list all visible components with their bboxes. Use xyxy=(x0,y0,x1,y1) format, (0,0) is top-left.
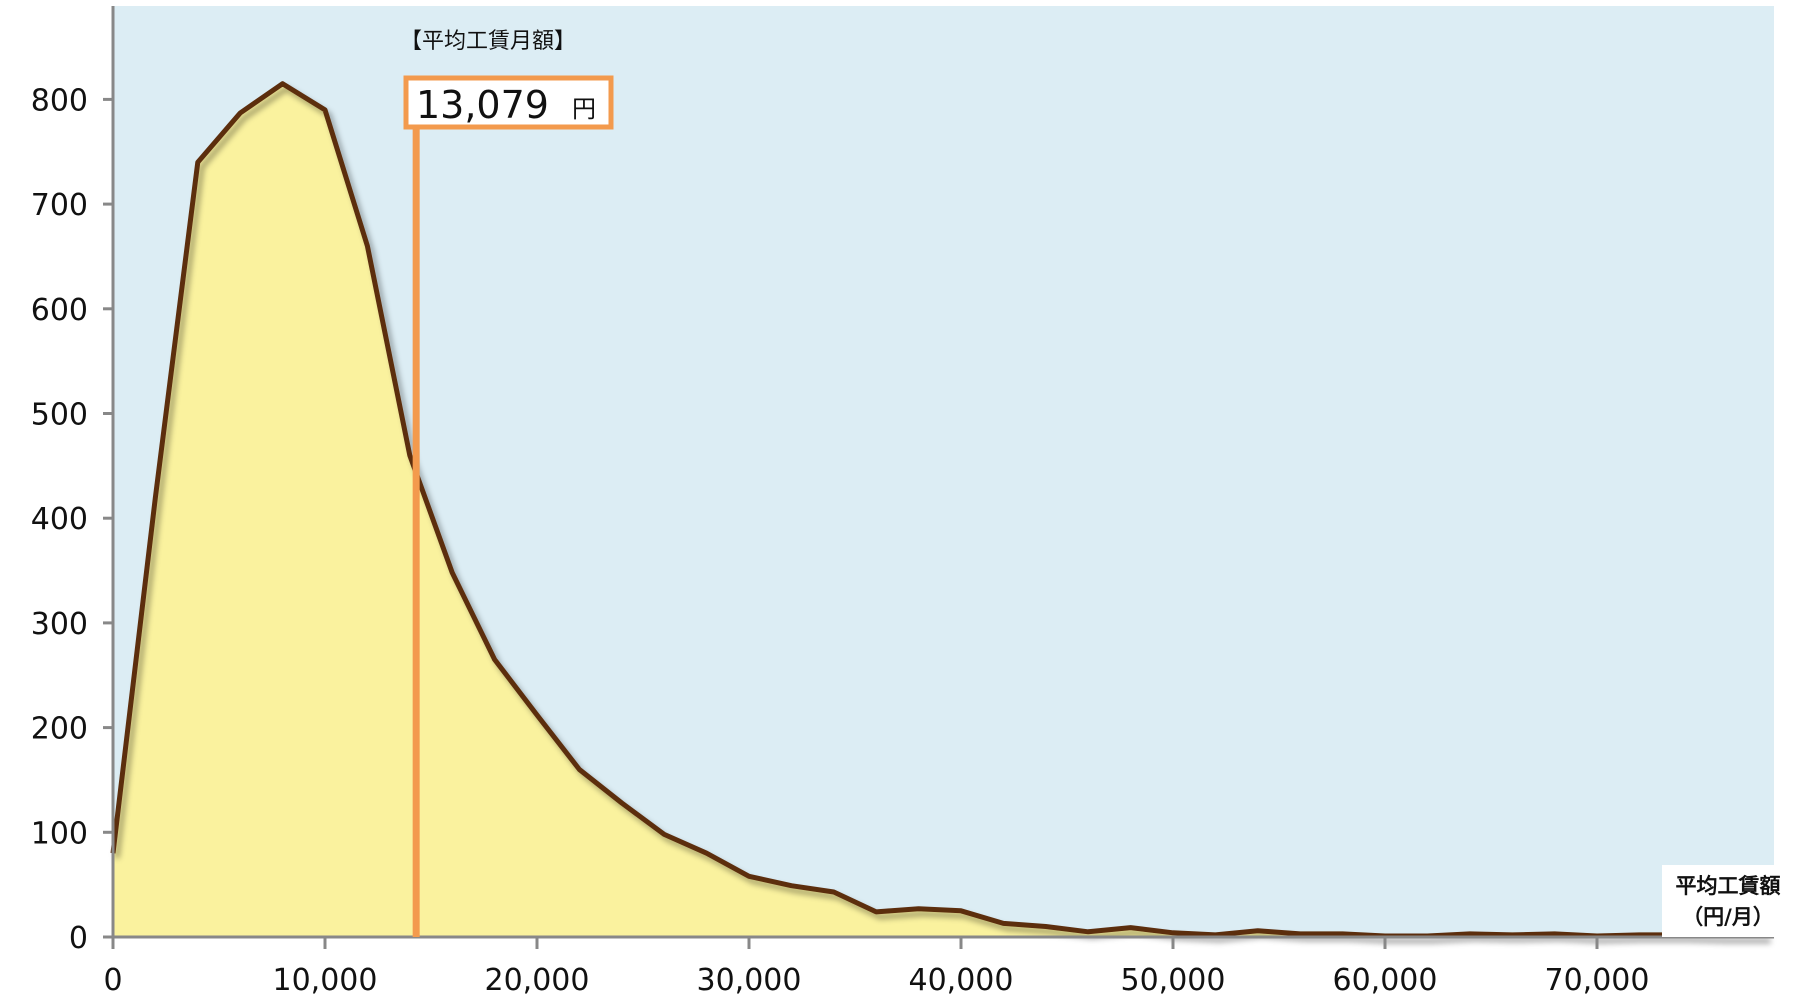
x-tick-label: 30,000 xyxy=(697,963,802,994)
average-value-box xyxy=(403,75,614,130)
y-tick-label: 800 xyxy=(31,83,88,118)
y-tick-label: 700 xyxy=(31,188,88,223)
average-value: 13,079 xyxy=(416,83,549,127)
y-tick-label: 600 xyxy=(31,293,88,328)
x-tick-label: 0 xyxy=(103,963,122,994)
x-axis-unit-label: （円/月） xyxy=(1682,905,1774,929)
x-tick-label: 70,000 xyxy=(1545,963,1650,994)
x-tick-label: 50,000 xyxy=(1121,963,1226,994)
y-tick-label: 200 xyxy=(31,712,88,747)
average-unit: 円 xyxy=(572,95,596,123)
average-annotation-title: 【平均工賃月額】 xyxy=(400,29,576,54)
x-tick-label: 10,000 xyxy=(273,963,378,994)
distribution-area xyxy=(113,83,1767,937)
x-axis-label: 平均工賃額 xyxy=(1676,874,1781,898)
x-axis-label-box xyxy=(1662,865,1794,937)
y-tick-label: 500 xyxy=(31,398,88,433)
x-tick-label: 20,000 xyxy=(485,963,590,994)
x-tick-label: 40,000 xyxy=(909,963,1014,994)
y-tick-label: 0 xyxy=(69,921,88,956)
distribution-line xyxy=(110,81,1767,939)
x-tick-label: 60,000 xyxy=(1333,963,1438,994)
y-tick-label: 400 xyxy=(31,502,88,537)
y-tick-label: 300 xyxy=(31,607,88,642)
y-tick-label: 100 xyxy=(31,816,88,851)
